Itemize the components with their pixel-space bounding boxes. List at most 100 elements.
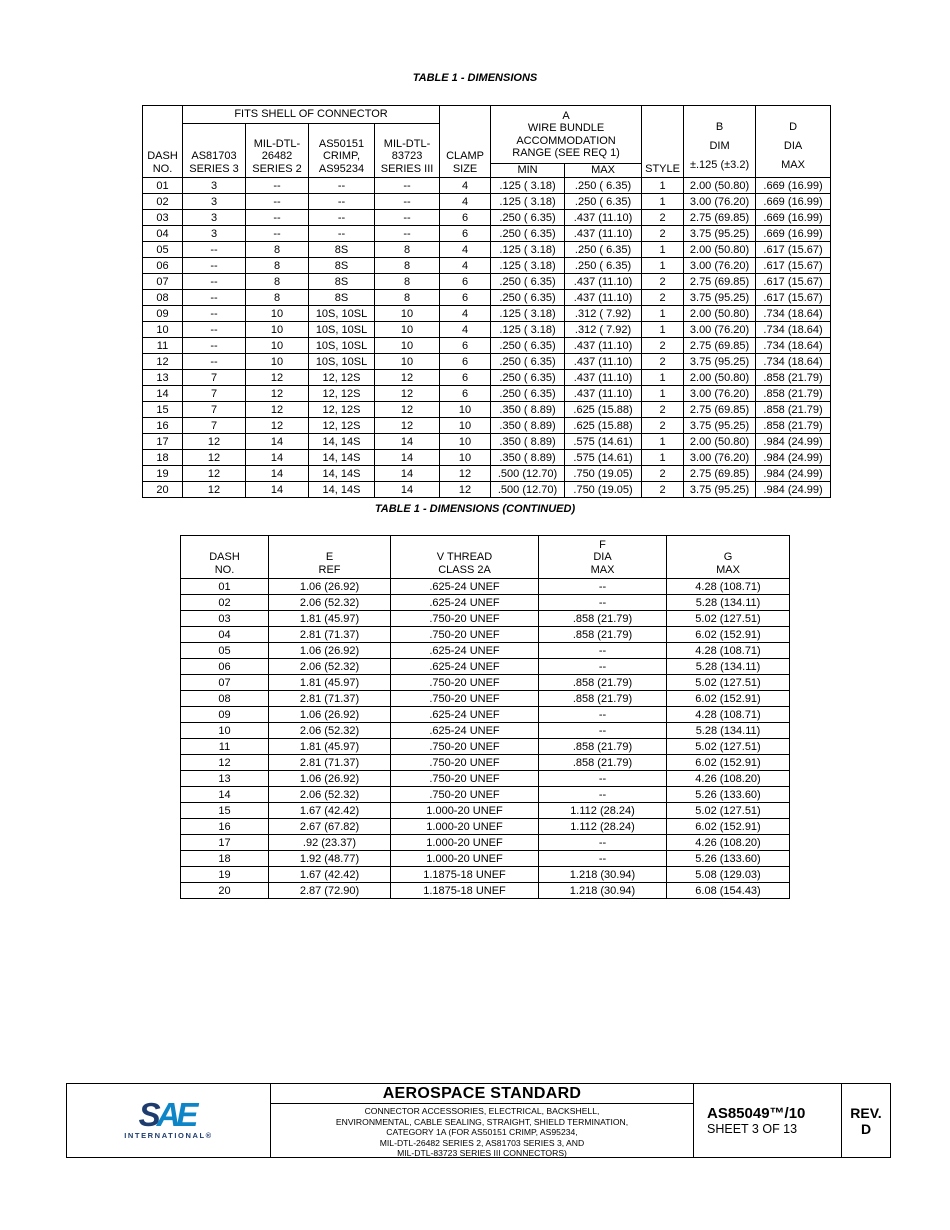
table-cell: -- [182,273,246,290]
group-header-fits-shell: FITS SHELL OF CONNECTOR [181,105,441,124]
table-cell: -- [538,642,667,659]
table-cell: .858 (21.79) [538,690,667,707]
table-cell: 2.75 (69.85) [683,209,757,226]
col-header-max: MAX [564,163,643,178]
table-cell: .625-24 UNEF [390,722,539,739]
table-cell: 2 [641,417,685,434]
revision-cell: REV. D [842,1084,890,1157]
table-cell: 2.75 (69.85) [683,273,757,290]
table-cell: .350 ( 8.89) [490,433,566,450]
table-cell: 1 [641,385,685,402]
table-cell: 10 [439,401,492,418]
table-cell: .734 (18.64) [755,305,832,322]
table-row: 13 1.06 (26.92) .750-20 UNEF -- 4.26 (108.20… [180,770,790,787]
table-cell: 08 [180,690,269,707]
col-header-f-dia: F DIA MAX [538,535,667,579]
document-number-cell: AS85049™/10 SHEET 3 OF 13 [694,1084,842,1157]
table-cell: 7 [182,385,246,402]
col-header-v-thread: V THREAD CLASS 2A [390,535,539,579]
table-cell: 12 [182,433,246,450]
table-cell: 03 [142,209,183,226]
table-cell: 4 [439,193,492,210]
table-row: 14 7 12 12, 12S 12 6.250 ( 6.35) .437 (11.10) 1… [142,385,832,402]
table-row: 15 7 12 12, 12S 12 10.350 ( 8.89) .625 (15.88)… [142,401,832,418]
table-cell: 3.00 (76.20) [683,385,757,402]
table-cell: 1.81 (45.97) [268,738,391,755]
table-cell: .750-20 UNEF [390,626,539,643]
table-cell: .575 (14.61) [564,433,643,450]
table-cell: 10 [373,353,441,370]
table-cell: 1 [641,305,685,322]
table-row: 16 2.67 (67.82) 1.000-20 UNEF 1.112 (28.24)… [180,818,790,835]
table-cell: 3.75 (95.25) [683,289,757,306]
table-cell: 2 [641,289,685,306]
table-cell: .984 (24.99) [755,433,832,450]
table-cell: 1 [641,433,685,450]
table-cell: -- [182,257,246,274]
table-cell: 14 [245,465,309,482]
table-cell: -- [182,241,246,258]
table-cell: 3 [182,193,246,210]
table-row: 17.92 (23.37) 1.000-20 UNEF -- 4.26 (108.20… [180,834,790,851]
table-cell: 12 [182,481,246,498]
table-cell: .437 (11.10) [564,225,643,242]
table-cell: .350 ( 8.89) [490,417,566,434]
table-cell: 2.75 (69.85) [683,401,757,418]
table-cell: 1.67 (42.42) [268,866,391,883]
table-cell: 13 [142,369,183,386]
table-cell: 2.06 (52.32) [268,786,391,803]
table-cell: 2.00 (50.80) [683,177,757,194]
table-cell: 01 [180,578,269,595]
table-cell: 12 [373,401,441,418]
table-cell: 6 [439,209,492,226]
table-cell: -- [538,706,667,723]
table-cell: 12 [439,465,492,482]
col-header-as50151: AS50151 CRIMP, AS95234 [308,123,375,178]
table-cell: 12 [142,353,183,370]
table-cell: 8 [245,289,309,306]
table-cell: 8 [373,273,441,290]
table-cell: 10 [373,337,441,354]
table-cell: 1 [641,241,685,258]
table-cell: 1.000-20 UNEF [390,850,539,867]
table-cell: 2 [641,481,685,498]
table-cell: 10 [245,337,309,354]
table-cell: 09 [180,706,269,723]
table-cell: 14 [373,481,441,498]
table-row: 18 12 14 14, 14S 14 10.350 ( 8.89) .575 (14.61… [142,449,832,466]
table-cell: 12 [373,385,441,402]
table-cell: 2 [641,401,685,418]
table1-continued-title: TABLE 1 - DIMENSIONS (CONTINUED) [374,503,576,515]
table-cell: .750-20 UNEF [390,738,539,755]
table-cell: 2 [641,273,685,290]
table-row: 02 2.06 (52.32) .625-24 UNEF -- 5.28 (134.11… [180,594,790,611]
table-cell: 07 [180,674,269,691]
table-cell: 1.81 (45.97) [268,674,391,691]
table-cell: 10 [439,417,492,434]
table-cell: -- [308,193,375,210]
table-cell: 5.26 (133.60) [666,786,790,803]
table-cell: 1.1875-18 UNEF [390,866,539,883]
table-cell: 02 [142,193,183,210]
table-row: 20 2.87 (72.90) 1.1875-18 UNEF 1.218 (30.94… [180,882,790,899]
aerospace-standard-title: AEROSPACE STANDARD [271,1084,693,1104]
table-cell: 6.08 (154.43) [666,882,790,899]
table-cell: 8S [308,289,375,306]
table-cell: 3 [182,177,246,194]
table-cell: 2 [641,225,685,242]
table-cell: -- [538,786,667,803]
table-row: 11 1.81 (45.97) .750-20 UNEF .858 (21.79) 5.… [180,738,790,755]
table-row: 01 3 -- -- -- 4.125 ( 3.18) .250 ( 6.35) 1 2.00 … [142,177,832,194]
table-cell: -- [308,225,375,242]
table-cell: 4 [439,177,492,194]
table-cell: 12, 12S [308,401,375,418]
sae-logo-wordmark: SAE [139,1098,199,1131]
table-cell: 16 [142,417,183,434]
table-cell: 01 [142,177,183,194]
table-cell: 1.06 (26.92) [268,706,391,723]
table-row: 12 -- 10 10S, 10SL 10 6.250 ( 6.35) .437 (11.1… [142,353,832,370]
table-cell: 1.92 (48.77) [268,850,391,867]
table-cell: -- [245,209,309,226]
table-cell: 5.02 (127.51) [666,674,790,691]
table-cell: 19 [142,465,183,482]
